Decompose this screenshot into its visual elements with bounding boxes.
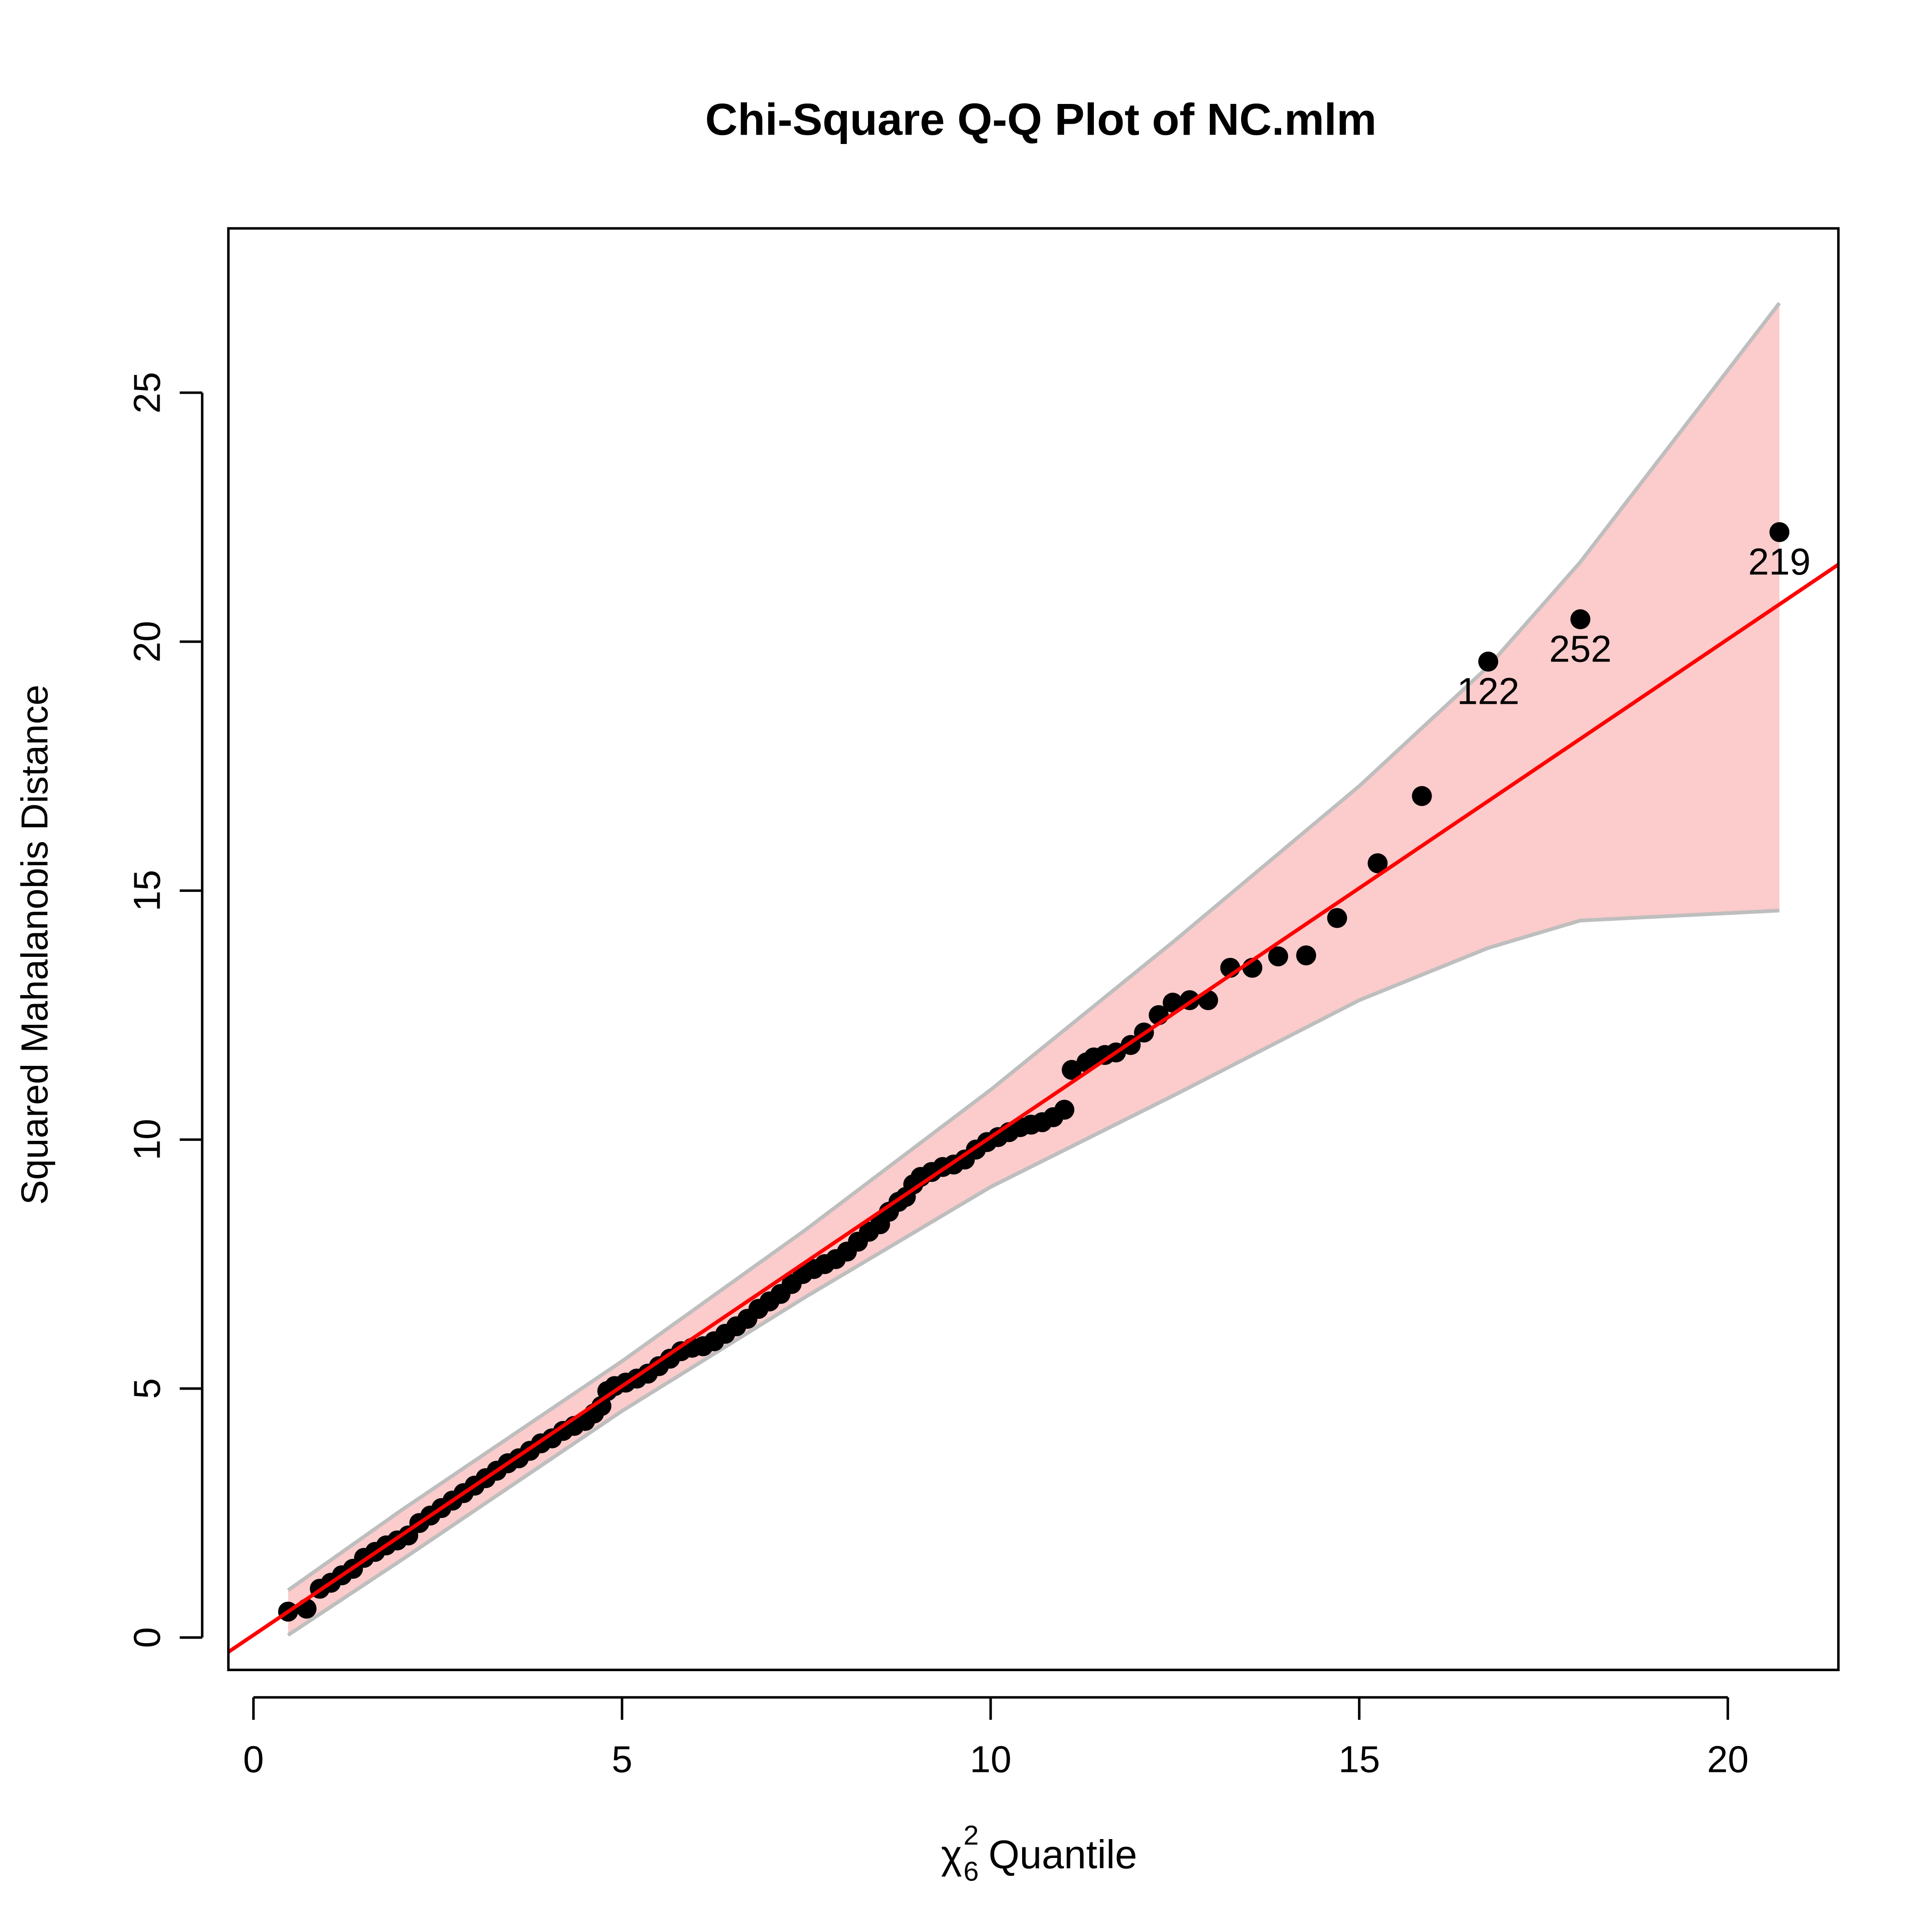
x-label-text: Quantile — [989, 1833, 1137, 1877]
data-point — [1368, 853, 1388, 874]
x-tick-label: 0 — [243, 1739, 264, 1781]
x-tick-label: 15 — [1339, 1739, 1380, 1781]
data-point — [591, 1396, 612, 1416]
y-tick-label: 20 — [126, 621, 168, 663]
y-axis-label: Squared Mahalanobis Distance — [14, 684, 56, 1205]
x-label-symbol: χ — [941, 1833, 962, 1877]
data-point — [1327, 908, 1347, 928]
point-label: 252 — [1549, 628, 1612, 670]
data-point — [1296, 945, 1317, 966]
x-label-superscript: 2 — [964, 1820, 979, 1851]
x-tick-label: 5 — [612, 1739, 632, 1781]
plot-area: 219 252 122 — [228, 302, 1839, 1654]
data-point — [1268, 946, 1288, 966]
y-tick-label: 10 — [126, 1119, 168, 1161]
plot-content — [228, 302, 1839, 1654]
data-point — [1478, 651, 1498, 672]
envelope-lower-line — [287, 908, 1780, 1637]
data-point — [1769, 522, 1790, 542]
point-label: 219 — [1748, 541, 1811, 583]
plot-frame — [227, 227, 1840, 1671]
x-axis-label: χ 2 6 Quantile — [941, 1820, 1137, 1887]
y-tick-label: 5 — [126, 1378, 168, 1399]
x-tick-label: 20 — [1707, 1739, 1749, 1781]
data-point — [1054, 1099, 1075, 1120]
reference-line — [228, 563, 1839, 1654]
point-label: 122 — [1457, 670, 1519, 712]
y-tick-label: 25 — [126, 372, 168, 414]
y-tick-label: 0 — [126, 1627, 168, 1648]
x-tick-label: 10 — [970, 1739, 1012, 1781]
data-point — [1412, 786, 1432, 806]
y-tick-label: 15 — [126, 870, 168, 912]
data-point — [1062, 1060, 1082, 1080]
chart-title: Chi-Square Q-Q Plot of NC.mlm — [705, 94, 1376, 144]
data-point — [1162, 993, 1183, 1013]
axes: 0 5 10 15 20 0 5 10 15 20 25 — [126, 372, 1748, 1780]
envelope-upper-line — [287, 302, 1781, 1592]
x-label-subscript: 6 — [964, 1856, 979, 1887]
data-point — [1570, 609, 1591, 629]
